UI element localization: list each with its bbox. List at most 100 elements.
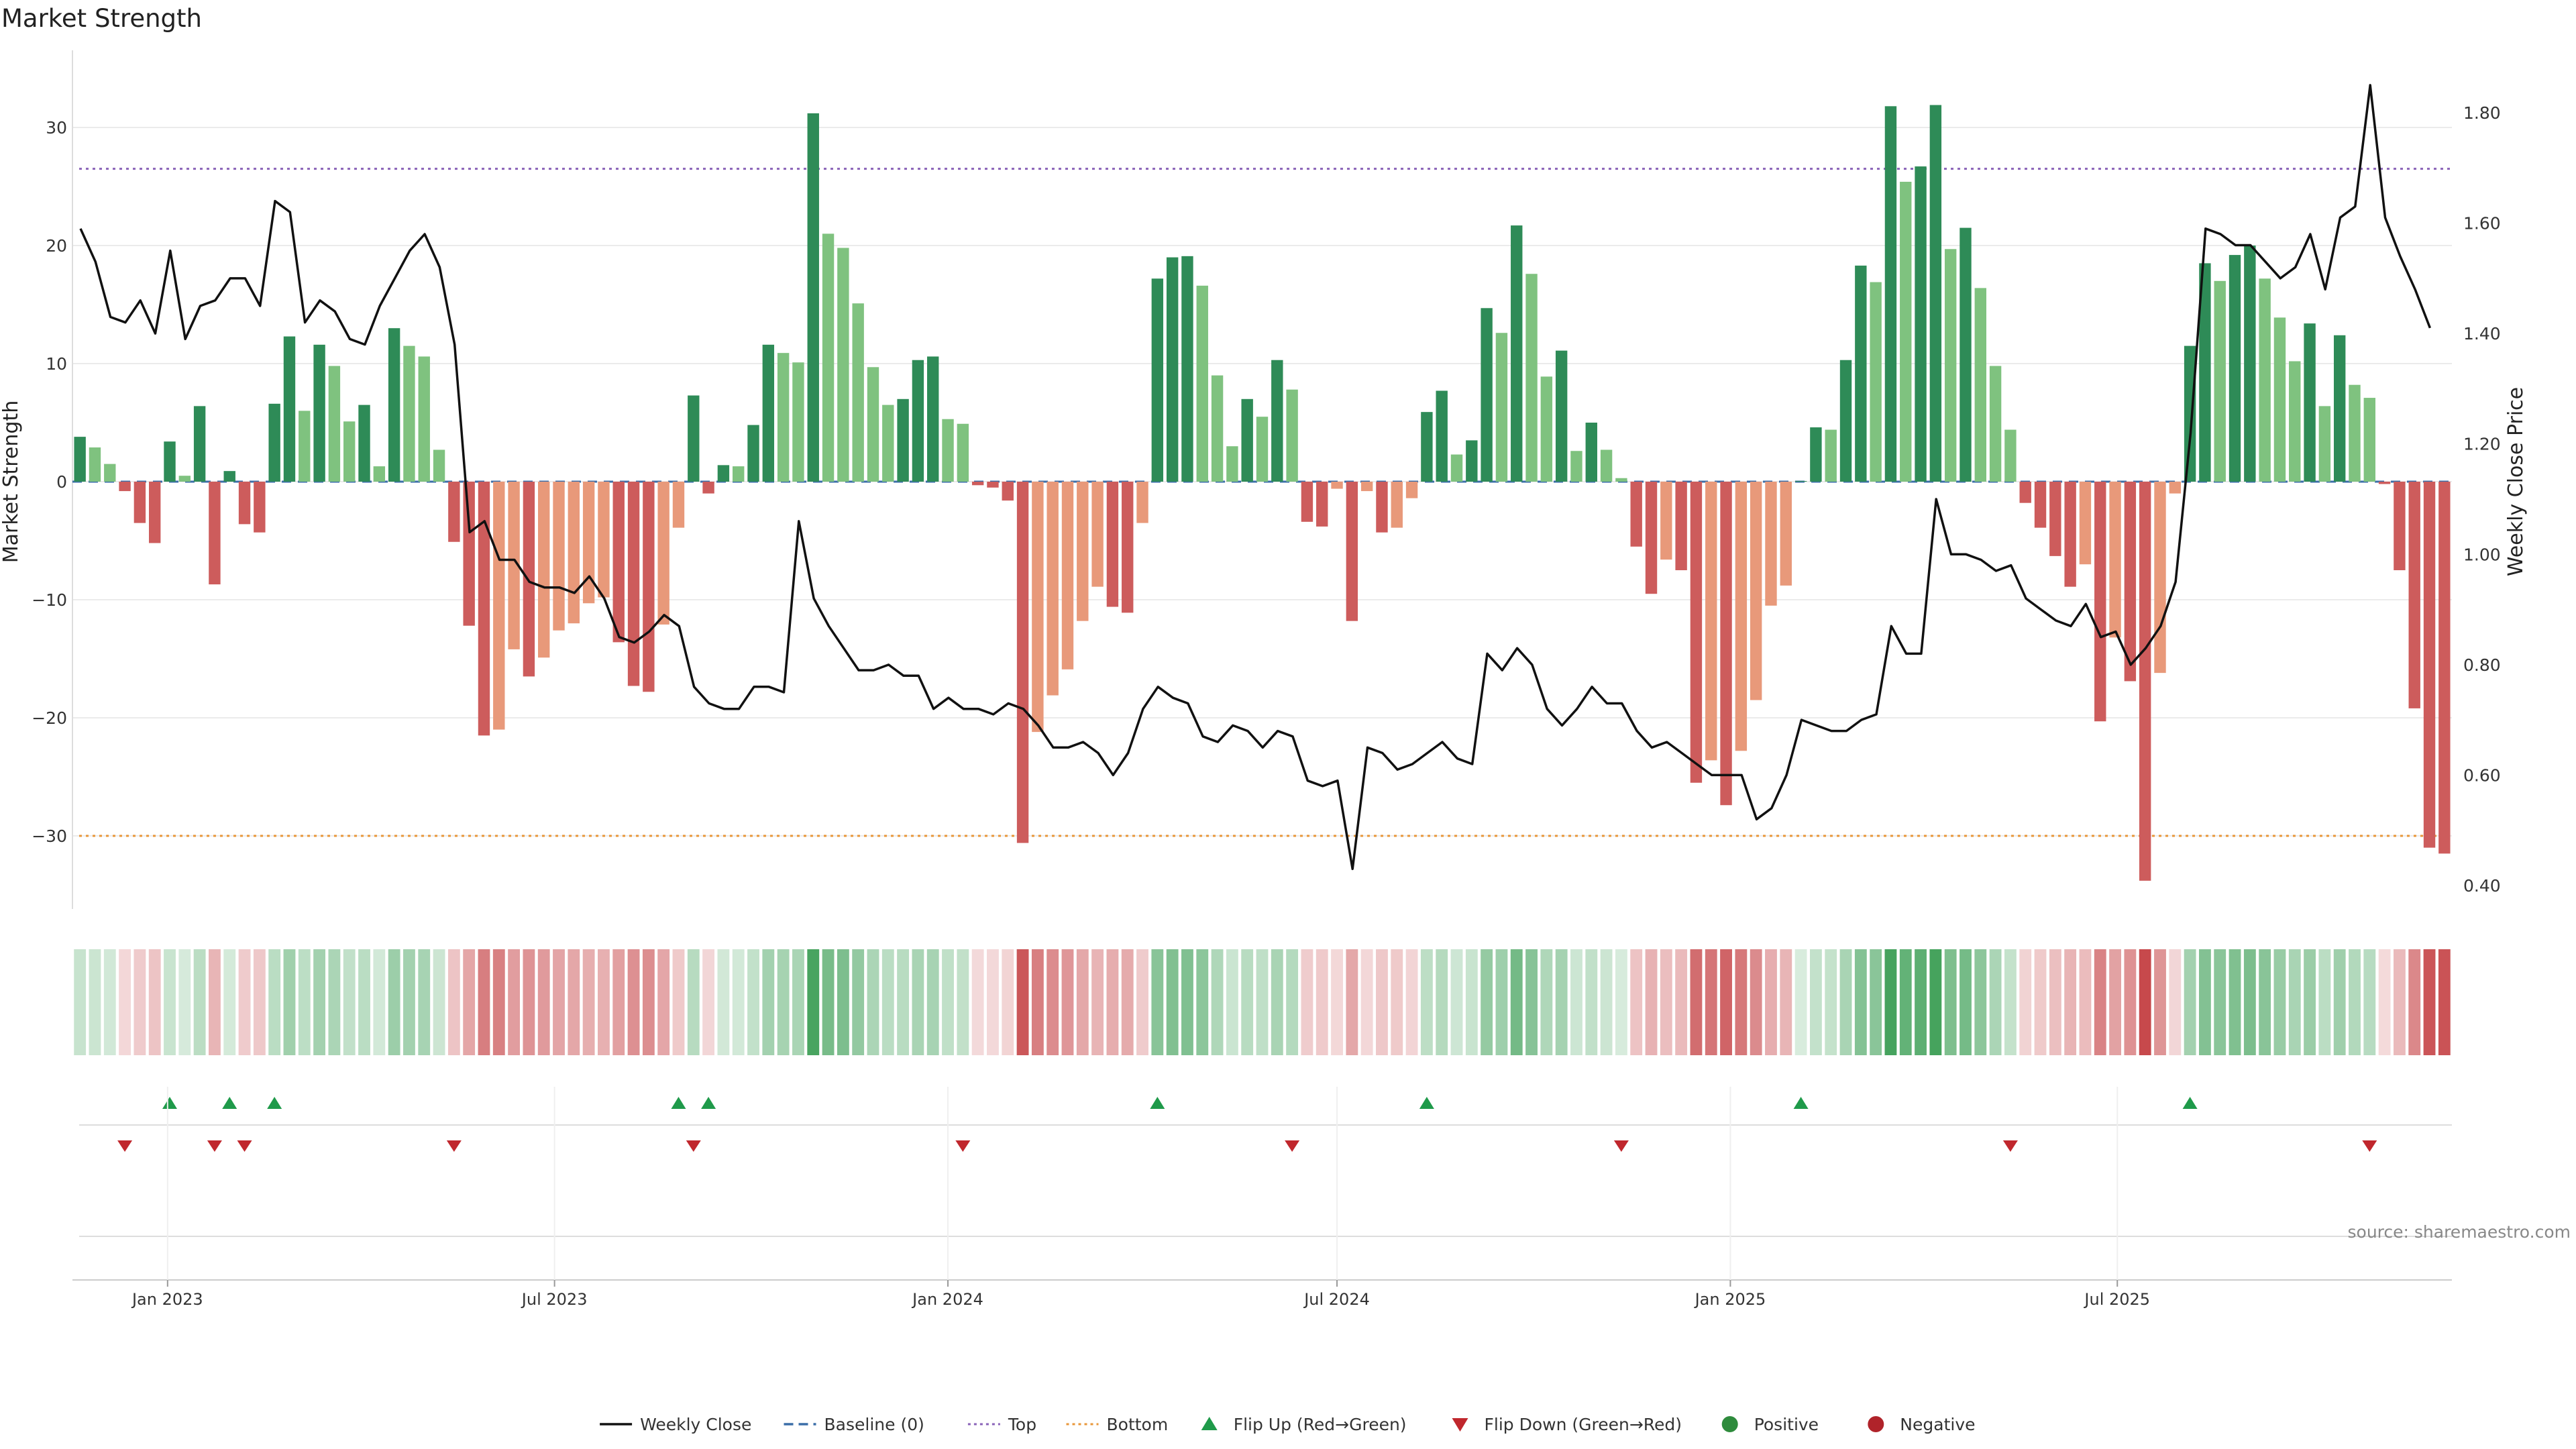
heat-cell xyxy=(283,949,296,1055)
strength-bar xyxy=(1855,265,1867,482)
flip-up-marker xyxy=(222,1097,237,1109)
strength-bar xyxy=(582,482,595,604)
heat-cell xyxy=(672,949,685,1055)
strength-bar xyxy=(2363,398,2376,482)
strength-bar xyxy=(1960,227,1972,482)
strength-bar xyxy=(1032,482,1044,733)
heat-cell xyxy=(178,949,191,1055)
x-tick-label: Jan 2025 xyxy=(1694,1290,1766,1309)
strength-bar xyxy=(1974,288,1986,482)
strength-bar xyxy=(493,482,505,730)
heat-cell xyxy=(1555,949,1568,1055)
strength-bar xyxy=(1436,390,1448,482)
heat-cell xyxy=(1600,949,1613,1055)
heat-cell xyxy=(2408,949,2421,1055)
heat-cell xyxy=(1839,949,1852,1055)
strength-bar xyxy=(1600,449,1613,482)
strength-bar xyxy=(1585,423,1597,482)
strength-bar xyxy=(1900,181,1912,482)
heat-cell xyxy=(1525,949,1538,1055)
heat-cell xyxy=(1660,949,1672,1055)
strength-bars xyxy=(74,105,2451,881)
heat-cell xyxy=(1181,949,1193,1055)
heat-cell xyxy=(1630,949,1643,1055)
strength-bar xyxy=(2169,482,2181,494)
legend-entry: Negative xyxy=(1868,1415,1976,1434)
left-tick-label: 30 xyxy=(46,118,67,138)
heat-cell xyxy=(164,949,176,1055)
legend-swatch xyxy=(1201,1417,1218,1430)
heat-cell xyxy=(1106,949,1119,1055)
strength-bar xyxy=(2214,280,2226,482)
heat-cell xyxy=(1495,949,1508,1055)
heat-cell xyxy=(942,949,954,1055)
strength-bar xyxy=(1405,482,1418,498)
strength-bar xyxy=(1630,482,1642,547)
strength-bar xyxy=(209,482,221,585)
strength-bar xyxy=(2318,406,2331,482)
strength-bar xyxy=(1061,482,1074,669)
strength-bar xyxy=(2094,482,2106,722)
heat-cell xyxy=(2229,949,2241,1055)
strength-bar xyxy=(2304,323,2316,482)
strength-bar xyxy=(313,344,325,482)
flip-up-marker xyxy=(671,1097,686,1109)
heat-cell xyxy=(1376,949,1388,1055)
heat-cell xyxy=(1091,949,1104,1055)
strength-bar xyxy=(837,248,849,482)
heat-cell xyxy=(193,949,206,1055)
heat-cell xyxy=(582,949,595,1055)
strength-bar xyxy=(1360,482,1373,492)
price-line-layer xyxy=(79,84,2432,871)
heat-cell xyxy=(1331,949,1343,1055)
strength-bar xyxy=(2438,482,2451,854)
strength-bar xyxy=(463,482,475,626)
strength-bar xyxy=(1166,257,1179,482)
flip-up-marker xyxy=(2182,1097,2198,1109)
heat-cell xyxy=(1151,949,1164,1055)
strength-bar xyxy=(1046,482,1059,696)
heat-cell xyxy=(1016,949,1029,1055)
strength-bar xyxy=(1450,454,1463,482)
strength-bar xyxy=(2109,482,2121,638)
strength-bar xyxy=(1122,482,1134,613)
heat-cell xyxy=(1899,949,1912,1055)
heat-cell xyxy=(2064,949,2077,1055)
right-tick-label: 1.00 xyxy=(2463,545,2501,564)
strength-bar xyxy=(358,405,370,482)
heat-cell xyxy=(313,949,326,1055)
heat-cell xyxy=(568,949,580,1055)
heat-cell xyxy=(2288,949,2301,1055)
x-tick-label: Jul 2024 xyxy=(1303,1290,1370,1309)
strength-bar xyxy=(822,233,835,482)
legend-entry: Bottom xyxy=(1066,1415,1168,1434)
heat-cell xyxy=(837,949,849,1055)
heat-cell xyxy=(1854,949,1867,1055)
strength-bar xyxy=(1570,451,1582,482)
heat-cell xyxy=(2259,949,2271,1055)
flip-markers xyxy=(79,1097,2452,1237)
strength-bar xyxy=(2139,482,2151,881)
heat-cell xyxy=(777,949,790,1055)
heat-cell xyxy=(1794,949,1807,1055)
heat-cell xyxy=(1615,949,1627,1055)
heat-cell xyxy=(2378,949,2391,1055)
strength-bar xyxy=(2273,317,2286,482)
strength-bar xyxy=(193,406,206,482)
heat-cell xyxy=(1465,949,1478,1055)
heat-cell xyxy=(508,949,521,1055)
strength-bar xyxy=(119,482,131,492)
strength-bar xyxy=(2289,361,2301,482)
left-tick-label: 0 xyxy=(56,472,67,492)
legend-swatch xyxy=(1721,1416,1738,1432)
strength-bar xyxy=(1016,482,1029,843)
heat-cell xyxy=(1241,949,1254,1055)
strength-bar xyxy=(1884,106,1897,482)
flip-down-marker xyxy=(955,1140,971,1152)
strength-bar xyxy=(1645,482,1658,594)
strength-bar xyxy=(1929,105,1942,482)
heat-cell xyxy=(2273,949,2286,1055)
legend-label: Baseline (0) xyxy=(824,1415,924,1434)
strength-bar xyxy=(627,482,640,686)
strength-bar xyxy=(104,464,116,482)
